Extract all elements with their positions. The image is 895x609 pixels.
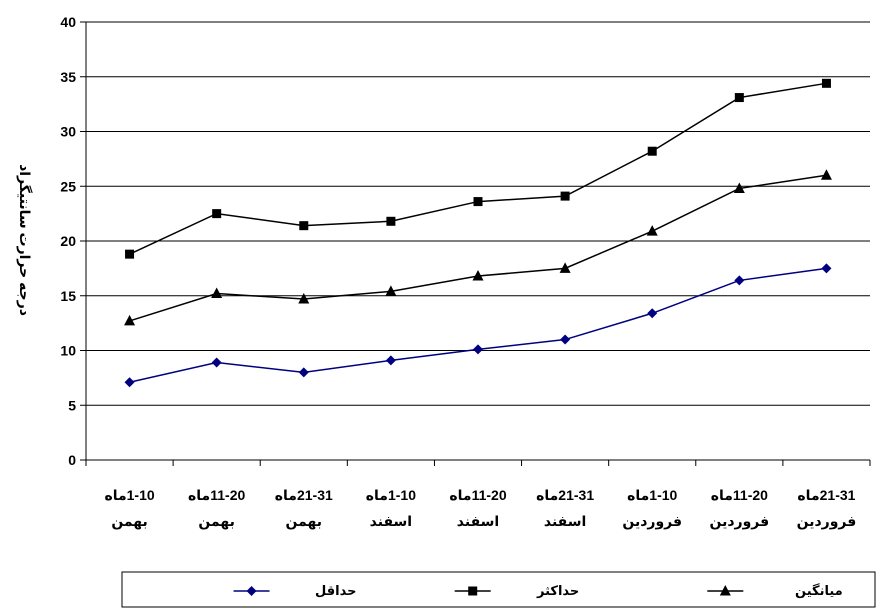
y-tick-label: 5 bbox=[68, 397, 76, 413]
x-tick-label: 1-10ماه bbox=[627, 487, 677, 503]
series-square bbox=[125, 78, 831, 259]
x-tick-label-sub: اسفند bbox=[544, 513, 586, 529]
y-tick-label: 35 bbox=[60, 69, 76, 85]
data-point bbox=[124, 377, 135, 388]
legend-box bbox=[121, 571, 876, 608]
x-tick-label-sub: فروردین bbox=[622, 513, 682, 530]
series-layer bbox=[124, 78, 832, 388]
x-tick-label: 11-20ماه bbox=[711, 487, 768, 503]
x-tick-label: 11-20ماه bbox=[449, 487, 506, 503]
legend-marker bbox=[719, 585, 731, 596]
x-tick-label: 21-31ماه bbox=[797, 487, 855, 503]
data-point bbox=[473, 197, 483, 207]
x-tick-label-sub: فروردین bbox=[797, 513, 857, 530]
y-tick-label: 10 bbox=[60, 343, 76, 359]
y-axis-ticks: 0 5 10 15 20 25 30 35 40 bbox=[60, 14, 86, 468]
data-point bbox=[647, 308, 658, 319]
data-point bbox=[211, 357, 222, 368]
y-tick-label: 15 bbox=[60, 288, 76, 304]
x-axis-ticks: 1-10ماه بهمن 11-20ماه بهمن 21-31ماه بهمن 1-10م… bbox=[85, 460, 871, 530]
data-point bbox=[820, 169, 832, 180]
data-point bbox=[734, 275, 745, 286]
legend-marker bbox=[246, 586, 257, 596]
y-tick-label: 20 bbox=[60, 233, 76, 249]
data-point bbox=[560, 191, 570, 201]
x-tick-label-sub: بهمن bbox=[198, 513, 234, 530]
series-line bbox=[129, 267, 827, 383]
legend-label: حداکثر bbox=[536, 583, 579, 598]
x-tick-label-sub: بهمن bbox=[286, 513, 322, 530]
data-point bbox=[734, 93, 744, 103]
series-diamond bbox=[124, 263, 832, 388]
data-point bbox=[386, 216, 396, 226]
y-tick-label: 30 bbox=[60, 124, 76, 140]
x-tick-label: 1-10ماه bbox=[104, 487, 154, 503]
y-axis-title: درجه حرارت سانتیگراد bbox=[16, 164, 33, 316]
data-point bbox=[821, 263, 832, 274]
series-line bbox=[129, 82, 827, 255]
y-tick-label: 0 bbox=[68, 452, 76, 468]
data-point bbox=[472, 270, 484, 281]
x-tick-label-sub: بهمن bbox=[111, 513, 147, 530]
data-point bbox=[299, 221, 309, 231]
data-point bbox=[298, 367, 309, 378]
x-tick-label-sub: فروردین bbox=[709, 513, 769, 530]
data-point bbox=[646, 225, 658, 236]
data-point bbox=[559, 262, 571, 273]
data-point bbox=[211, 287, 223, 299]
data-point bbox=[212, 209, 222, 219]
data-point bbox=[385, 355, 396, 366]
data-point bbox=[473, 344, 483, 355]
series-triangle bbox=[124, 169, 832, 326]
data-point bbox=[298, 293, 310, 304]
y-tick-label: 25 bbox=[60, 178, 76, 194]
x-tick-label: 21-31ماه bbox=[275, 487, 333, 503]
data-point bbox=[385, 285, 397, 296]
data-point bbox=[125, 249, 135, 259]
legend-label: میانگین bbox=[795, 583, 843, 598]
x-tick-label: 21-31ماه bbox=[536, 487, 594, 503]
data-point bbox=[560, 334, 571, 345]
legend: حداقل حداکثر میانگین bbox=[121, 571, 876, 608]
x-tick-label-sub: اسفند bbox=[370, 513, 412, 529]
legend-label: حداقل bbox=[315, 583, 356, 598]
data-point bbox=[733, 182, 745, 193]
legend-marker bbox=[468, 586, 478, 596]
data-point bbox=[647, 146, 657, 156]
data-point bbox=[821, 78, 831, 88]
y-tick-label: 40 bbox=[60, 14, 76, 30]
data-point bbox=[124, 314, 136, 326]
x-tick-label-sub: اسفند bbox=[457, 513, 499, 529]
x-tick-label: 11-20ماه bbox=[188, 487, 245, 503]
x-tick-label: 1-10ماه bbox=[366, 487, 416, 503]
